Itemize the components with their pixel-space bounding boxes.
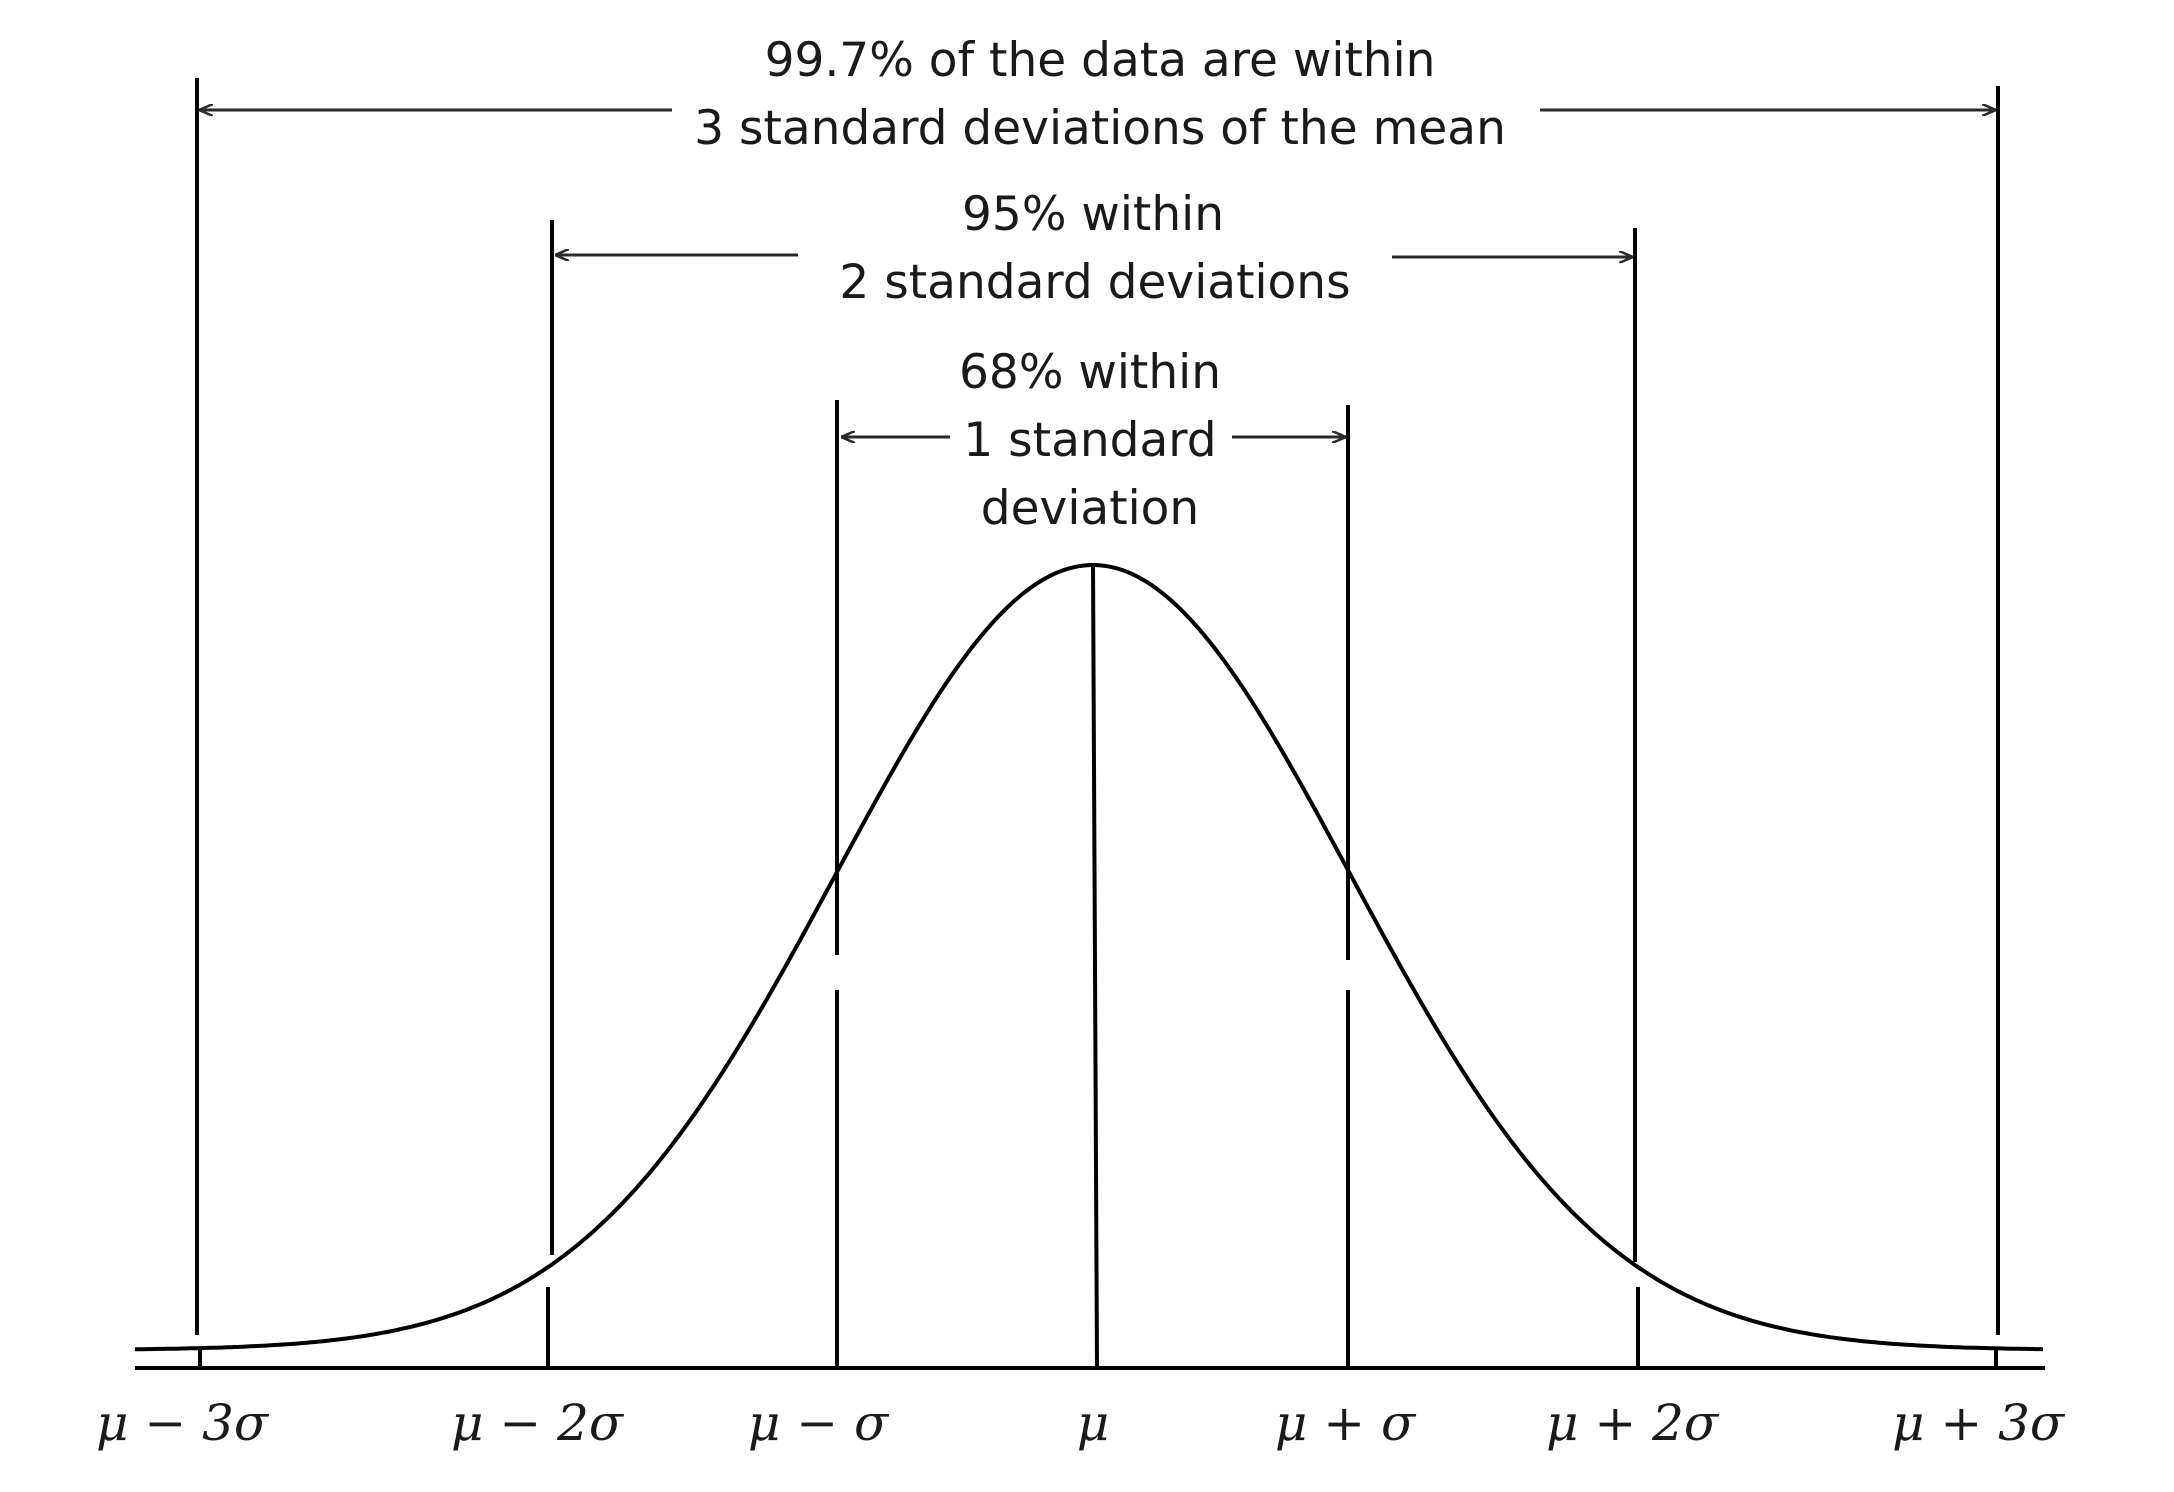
tick-label-plus-2-sigma: μ + 2σ xyxy=(1546,1394,1720,1452)
tick-label-minus-2-sigma: μ − 2σ xyxy=(451,1394,625,1452)
tick-label-minus-1-sigma: μ − σ xyxy=(748,1394,890,1452)
tick-label-minus-3-sigma: μ − 3σ xyxy=(96,1394,270,1452)
bell-curve xyxy=(135,563,2044,1352)
annotation-2-sigma-line-2: 2 standard deviations xyxy=(839,255,1350,310)
mean-line xyxy=(1091,564,1099,1369)
tick-label-plus-1-sigma: μ + σ xyxy=(1275,1394,1417,1452)
annotation-3-sigma-line-2: 3 standard deviations of the mean xyxy=(694,101,1506,156)
tick-label-mean: μ xyxy=(1077,1394,1110,1452)
annotation-3-sigma-line-1: 99.7% of the data are within xyxy=(765,33,1436,88)
annotation-1-sigma-line-2: 1 standard xyxy=(963,413,1216,468)
annotation-1-sigma-line-3: deviation xyxy=(981,481,1199,536)
tick-label-plus-3-sigma: μ + 3σ xyxy=(1892,1394,2066,1452)
annotation-2-sigma-line-1: 95% within xyxy=(962,187,1224,242)
annotation-1-sigma-line-1: 68% within xyxy=(959,345,1221,400)
